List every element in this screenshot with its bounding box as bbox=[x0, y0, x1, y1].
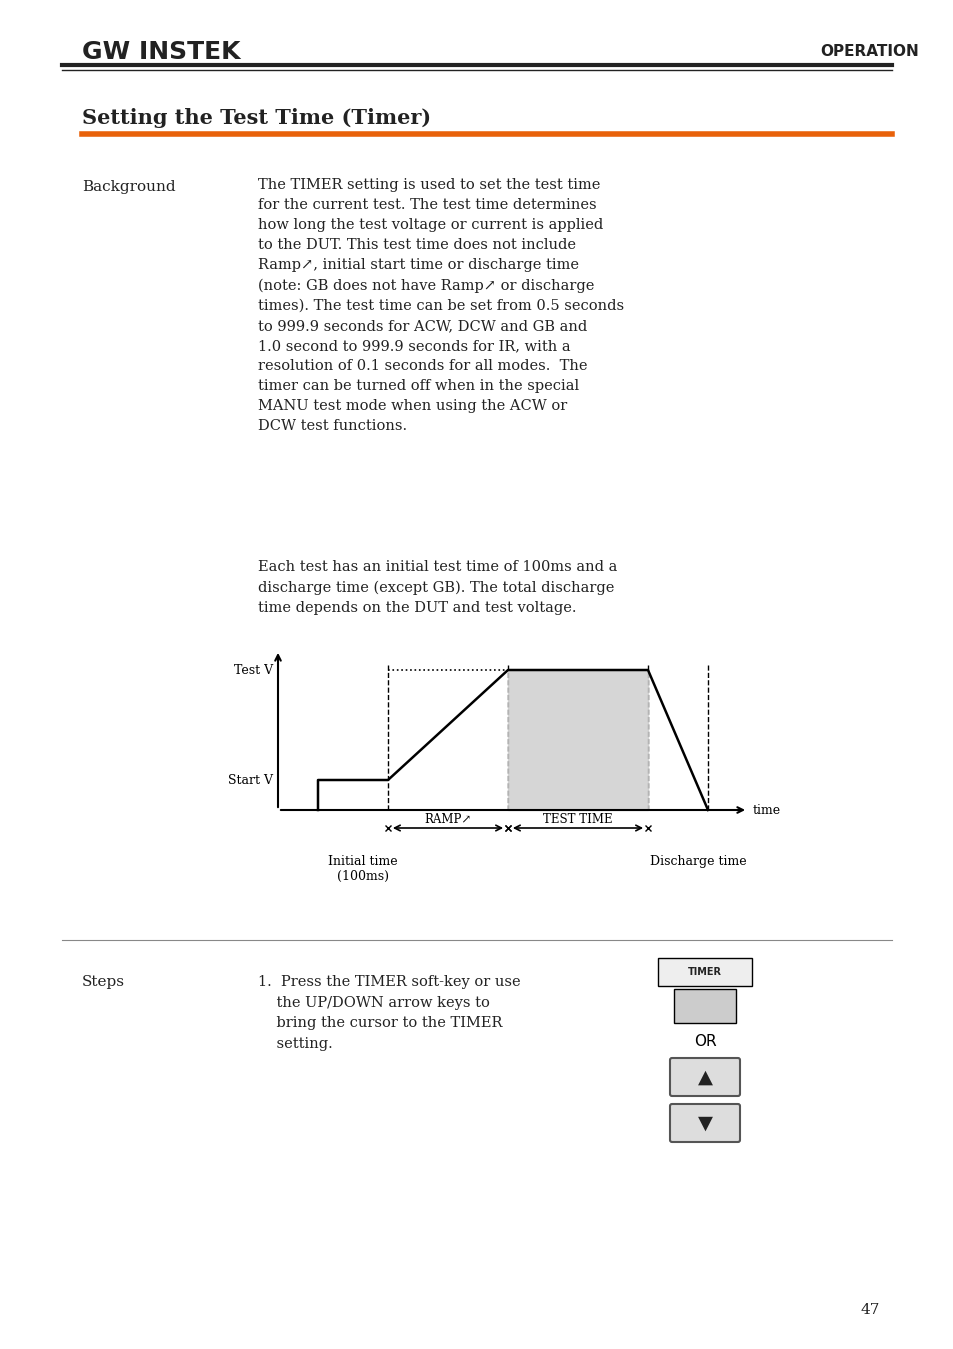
Text: Start V: Start V bbox=[228, 773, 273, 786]
Text: 47: 47 bbox=[860, 1303, 879, 1317]
Text: Setting the Test Time (Timer): Setting the Test Time (Timer) bbox=[82, 108, 431, 128]
Text: TIMER: TIMER bbox=[687, 967, 721, 977]
Text: RAMP↗: RAMP↗ bbox=[424, 813, 471, 826]
Text: ▲: ▲ bbox=[697, 1067, 712, 1086]
Text: ▼: ▼ bbox=[697, 1113, 712, 1133]
Polygon shape bbox=[507, 670, 647, 809]
FancyBboxPatch shape bbox=[669, 1103, 740, 1143]
Text: The TIMER setting is used to set the test time
for the current test. The test ti: The TIMER setting is used to set the tes… bbox=[257, 178, 623, 433]
Text: time: time bbox=[752, 804, 781, 816]
Text: 1.  Press the TIMER soft-key or use
    the UP/DOWN arrow keys to
    bring the : 1. Press the TIMER soft-key or use the U… bbox=[257, 975, 520, 1051]
Text: OPERATION: OPERATION bbox=[820, 45, 919, 59]
Text: TEST TIME: TEST TIME bbox=[542, 813, 612, 826]
Text: Test V: Test V bbox=[233, 664, 273, 676]
FancyBboxPatch shape bbox=[658, 958, 751, 986]
Text: Each test has an initial test time of 100ms and a
discharge time (except GB). Th: Each test has an initial test time of 10… bbox=[257, 560, 617, 615]
Text: Background: Background bbox=[82, 179, 175, 194]
Text: Initial time
(100ms): Initial time (100ms) bbox=[328, 855, 397, 884]
Text: OR: OR bbox=[693, 1035, 716, 1050]
Text: GW INSTEK: GW INSTEK bbox=[82, 40, 240, 63]
Text: Discharge time: Discharge time bbox=[649, 855, 745, 867]
Text: Steps: Steps bbox=[82, 975, 125, 989]
FancyBboxPatch shape bbox=[669, 1058, 740, 1095]
FancyBboxPatch shape bbox=[673, 989, 735, 1023]
